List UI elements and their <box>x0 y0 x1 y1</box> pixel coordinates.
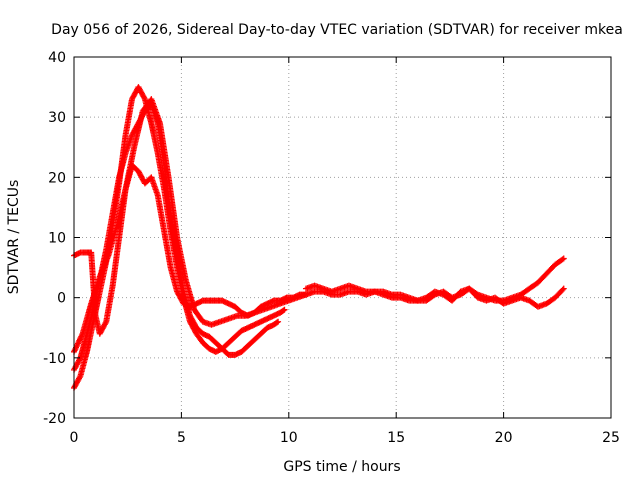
x-tick-label: 10 <box>280 430 298 446</box>
grid <box>74 57 611 418</box>
data-point <box>560 285 567 292</box>
y-tick-label: 20 <box>48 170 66 186</box>
y-tick-label: 30 <box>48 110 66 126</box>
data-point <box>76 374 83 381</box>
y-tick-label: -10 <box>43 351 66 367</box>
data-point <box>141 94 148 101</box>
series-track-6 <box>302 285 567 310</box>
data-point <box>280 307 287 314</box>
x-axis-label: GPS time / hours <box>283 459 400 475</box>
x-tick-label: 15 <box>387 430 405 446</box>
data-point <box>273 319 280 326</box>
axis-ticks: 0 5 10 15 20 25 -20 -10 0 10 20 30 40 <box>43 50 620 446</box>
data-point <box>559 286 566 293</box>
x-tick-label: 25 <box>602 430 620 446</box>
y-tick-label: 10 <box>48 231 66 247</box>
x-tick-label: 0 <box>70 430 79 446</box>
y-axis-label: SDTVAR / TECUs <box>6 180 22 295</box>
y-tick-label: 40 <box>48 50 66 66</box>
y-tick-label: -20 <box>43 411 66 427</box>
data-point <box>281 306 288 313</box>
data-points <box>71 84 567 391</box>
x-tick-label: 5 <box>177 430 186 446</box>
data-point <box>560 255 567 262</box>
data-point <box>76 356 83 363</box>
chart-title: Day 056 of 2026, Sidereal Day-to-day VTE… <box>51 22 623 38</box>
data-point <box>102 320 109 327</box>
series-track-4 <box>71 96 309 355</box>
x-tick-label: 20 <box>495 430 513 446</box>
data-point <box>275 318 282 325</box>
y-tick-label: 0 <box>57 291 66 307</box>
series-track-5 <box>302 255 567 304</box>
data-point <box>559 256 566 263</box>
